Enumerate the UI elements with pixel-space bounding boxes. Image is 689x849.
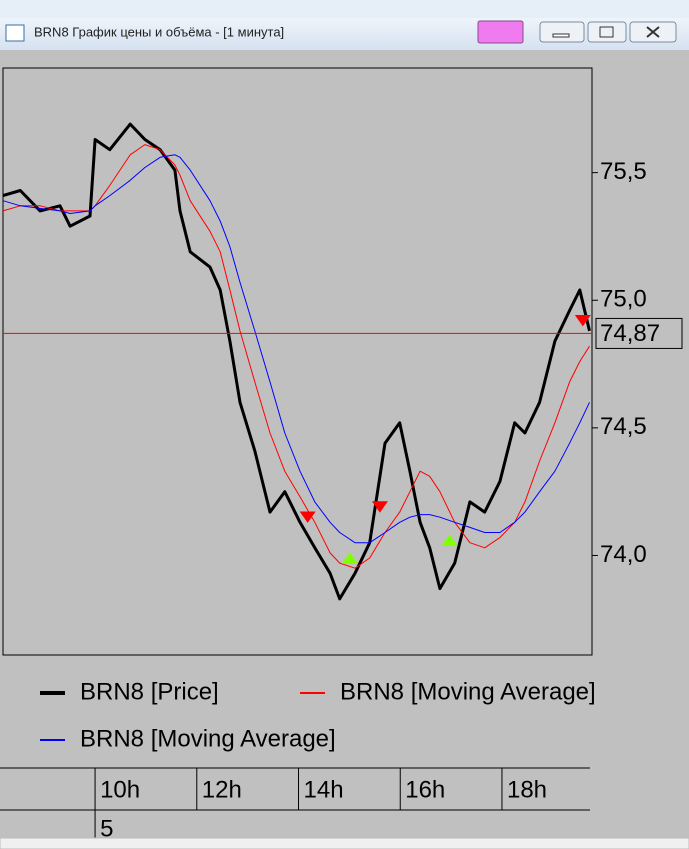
signal-marker	[341, 552, 358, 564]
series-line	[2, 144, 590, 569]
x-tick-label: 16h	[405, 776, 445, 803]
signal-marker	[299, 511, 316, 523]
window-title: BRN8 График цены и объёма - [1 минута]	[34, 24, 284, 39]
last-value-box	[595, 317, 683, 349]
last-value-label: 74,87	[600, 320, 660, 347]
series-line	[2, 154, 590, 544]
x-tick-label: 12h	[202, 776, 242, 803]
series-line	[2, 122, 591, 601]
legend-label: BRN8 [Moving Average]	[340, 678, 596, 705]
signal-marker	[371, 501, 388, 513]
x-tick-label: 18h	[507, 776, 547, 803]
legend-label: BRN8 [Moving Average]	[80, 725, 336, 752]
restore-button[interactable]	[587, 21, 627, 43]
window-icon	[5, 24, 25, 42]
link-button[interactable]	[477, 20, 524, 44]
signal-marker	[574, 314, 591, 327]
y-tick-label: 75,5	[600, 158, 647, 185]
y-tick-label: 74,5	[600, 413, 647, 440]
minimize-button[interactable]	[539, 21, 585, 43]
x-tick-label: 10h	[100, 776, 140, 803]
signal-marker	[441, 534, 458, 546]
time-axis	[0, 768, 590, 840]
scrollbar[interactable]	[0, 837, 689, 849]
legend-label: BRN8 [Price]	[80, 678, 219, 705]
y-tick-label: 75,0	[600, 286, 647, 313]
plot	[2, 122, 592, 601]
y-tick-label: 74,0	[600, 541, 647, 568]
background-window	[0, 0, 689, 18]
x-tick-label: 14h	[304, 776, 344, 803]
plot-area	[2, 67, 593, 656]
x-sublabel: 5	[100, 815, 113, 842]
